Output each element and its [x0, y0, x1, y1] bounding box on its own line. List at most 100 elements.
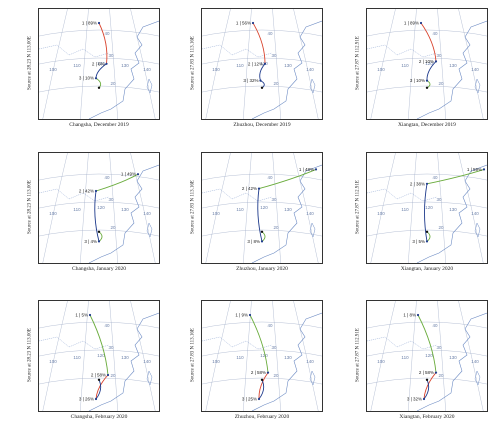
trajectory-segment: [89, 314, 109, 376]
trajectory-endpoint: [425, 79, 429, 82]
trajectory-label: 2 | 58%: [419, 370, 434, 375]
trajectory-label: 3 | 4%: [84, 239, 97, 244]
border-line: [202, 44, 273, 58]
trajectory-panel: Source at 27.87 N 112.91E 100 110 120 130 140…: [350, 300, 490, 428]
graticule-tick-label: 20: [438, 81, 444, 86]
trajectory-segment: [249, 314, 269, 373]
map-frame: 100 110 120 130 140 40 30 20 1 | 89% 2 | 10% 3 | 1…: [366, 8, 488, 120]
graticule-tick-label: 120: [425, 353, 433, 358]
trajectory-panel: Source at 27.87 N 112.91E 100 110 120 130 140…: [350, 8, 490, 136]
graticule-tick-label: 130: [284, 207, 292, 212]
graticule-tick-label: 110: [236, 207, 244, 212]
source-label: Source at 27.83 N 113.16E: [187, 8, 199, 118]
panel-caption: Xiangtan, February 2020: [399, 414, 455, 420]
graticule-tick-label: 130: [121, 207, 129, 212]
map-svg: 100 110 120 130 140 40 30 20 1 | 49% 2 | 42% 3 | 4…: [39, 153, 159, 263]
graticule-meridian: [130, 153, 156, 263]
trajectory-label: 1 | 9%: [235, 313, 248, 318]
trajectory-segment: [95, 173, 139, 192]
coastline: [251, 164, 322, 263]
source-label: Source at 27.87 N 112.91E: [352, 8, 364, 118]
graticule-tick-label: 100: [49, 67, 57, 72]
trajectory-endpoint: [422, 397, 426, 401]
graticule-meridian: [370, 301, 396, 411]
trajectory-endpoint: [257, 397, 261, 401]
trajectory-segment: [426, 61, 437, 81]
trajectory-endpoint: [260, 240, 264, 243]
trajectory-endpoint: [434, 371, 438, 374]
graticule-tick-label: 130: [121, 63, 129, 68]
graticule-tick-label: 110: [401, 207, 409, 212]
trajectory-endpoint: [419, 21, 423, 25]
graticule-tick-label: 120: [97, 61, 105, 66]
graticule-tick-label: 30: [271, 345, 277, 350]
graticule-tick-label: 110: [401, 63, 409, 68]
graticule-parallel: [39, 321, 159, 329]
source-marker: [425, 230, 429, 233]
graticule-parallel: [39, 349, 159, 357]
graticule-parallel: [202, 377, 322, 385]
trajectory-label: 2 | 12%: [248, 61, 263, 66]
source-label: Source at 27.87 N 112.91E: [352, 152, 364, 262]
graticule-tick-label: 130: [449, 355, 457, 360]
graticule-parallel: [39, 201, 159, 209]
trajectory-label: 3 | 10%: [79, 76, 94, 81]
trajectory-label: 1 | 89%: [82, 21, 97, 26]
graticule-tick-label: 100: [212, 359, 220, 364]
source-marker: [260, 230, 264, 233]
trajectory-segment: [94, 190, 100, 242]
graticule-meridian: [370, 9, 396, 119]
coastline: [251, 20, 322, 119]
graticule-tick-label: 110: [236, 63, 244, 68]
graticule-parallel: [202, 321, 322, 329]
trajectory-label: 2 | 6%: [92, 61, 105, 66]
graticule-tick-label: 140: [306, 359, 314, 364]
graticule-tick-label: 140: [143, 211, 151, 216]
graticule-meridian: [272, 9, 281, 119]
coastline: [416, 20, 487, 119]
trajectory-endpoint: [263, 62, 267, 65]
panel-caption: Xiangtan, January 2020: [400, 266, 454, 272]
graticule-meridian: [243, 153, 252, 263]
graticule-tick-label: 130: [449, 207, 457, 212]
map-frame: 100 110 120 130 140 40 30 20 1 | 89% 2 | 6% 3 | 10…: [38, 8, 160, 120]
graticule-meridian: [370, 153, 396, 263]
trajectory-endpoint: [94, 397, 98, 401]
trajectory-segment: [423, 379, 430, 400]
graticule-tick-label: 140: [306, 211, 314, 216]
graticule-meridian: [272, 301, 281, 411]
panel-caption: Changsha, December 2019: [69, 122, 129, 128]
graticule-parallel: [39, 377, 159, 385]
graticule-meridian: [458, 153, 484, 263]
island-outline: [474, 370, 481, 386]
graticule-meridian: [109, 301, 118, 411]
graticule-tick-label: 30: [436, 197, 442, 202]
panel-caption: Zhuzhou, January 2020: [236, 266, 288, 272]
map-svg: 100 110 120 130 140 40 30 20 1 | 9% 2 | 58% 3 | 25…: [202, 301, 322, 411]
graticule-tick-label: 40: [104, 175, 110, 180]
source-label-text: Source at 27.83 N 113.16E: [190, 180, 196, 234]
source-label: Source at 28.23 N 113.00E: [24, 300, 36, 410]
trajectory-segment: [426, 168, 485, 185]
trajectory-endpoint: [94, 77, 98, 80]
border-line: [367, 188, 438, 202]
graticule-meridian: [458, 9, 484, 119]
graticule-tick-label: 20: [273, 373, 279, 378]
island-outline: [146, 370, 153, 386]
graticule-tick-label: 140: [471, 359, 479, 364]
graticule-meridian: [437, 153, 446, 263]
graticule-tick-label: 110: [73, 355, 81, 360]
trajectory-segment: [423, 372, 437, 400]
trajectory-label: 2 | 10%: [419, 59, 434, 64]
source-marker: [97, 86, 101, 90]
border-line: [367, 336, 438, 350]
trajectory-endpoint: [251, 21, 255, 25]
trajectory-endpoint: [105, 62, 108, 65]
graticule-parallel: [367, 349, 487, 357]
coastline: [416, 312, 487, 411]
graticule-parallel: [367, 377, 487, 385]
trajectory-segment: [95, 63, 107, 79]
graticule-tick-label: 40: [432, 323, 438, 328]
trajectory-segment: [261, 231, 266, 242]
